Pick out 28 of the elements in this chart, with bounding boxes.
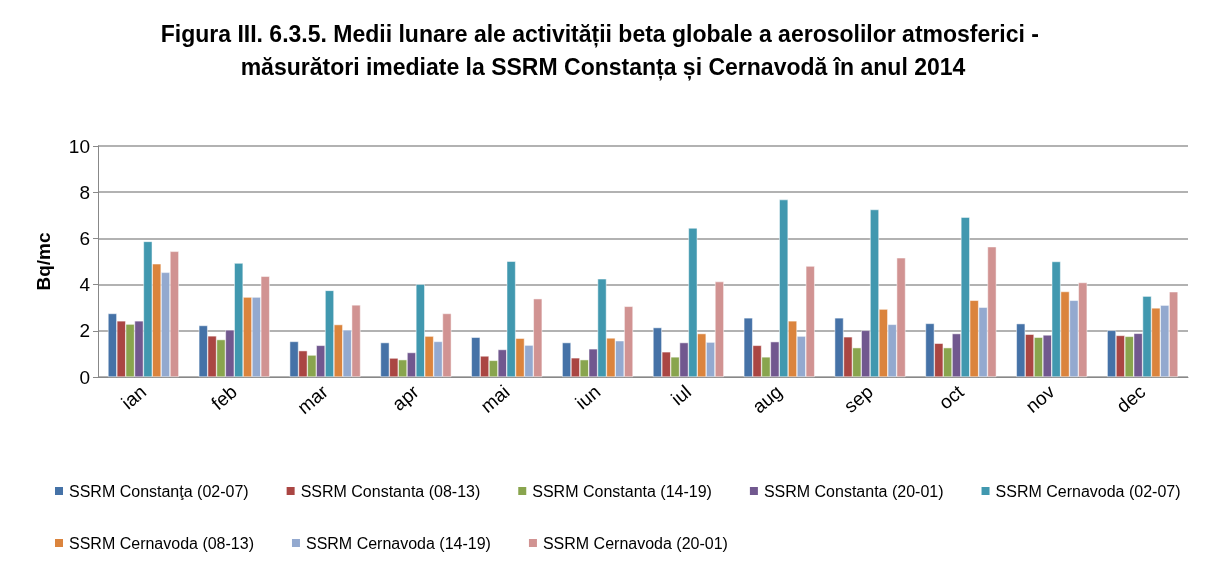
x-tick-label: nov bbox=[1021, 380, 1059, 417]
x-tick-label: iul bbox=[667, 380, 696, 410]
x-tick-label: mar bbox=[293, 380, 333, 419]
y-axis-title: Bq/mc bbox=[33, 232, 54, 291]
y-tick-label: 10 bbox=[68, 135, 90, 157]
x-tick-label: sep bbox=[839, 380, 877, 417]
y-tick-label: 8 bbox=[79, 181, 90, 203]
legend-label: SSRM Cernavoda (02-07) bbox=[995, 482, 1181, 500]
legend-label: SSRM Cernavoda (08-13) bbox=[69, 534, 254, 552]
x-tick-label: ian bbox=[117, 380, 151, 414]
x-tick-label: oct bbox=[934, 380, 969, 414]
legend-label: SSRM Cernavoda (20-01) bbox=[542, 534, 728, 552]
y-tick-label: 6 bbox=[79, 227, 90, 249]
y-tick-label: 2 bbox=[79, 320, 90, 342]
y-tick-label: 0 bbox=[79, 366, 90, 388]
legend-label: SSRM Cernavoda (14-19) bbox=[305, 534, 491, 552]
x-tick-label: apr bbox=[388, 380, 424, 415]
x-tick-label: aug bbox=[748, 380, 786, 418]
legend-label: SSRM Constanta (20-01) bbox=[763, 482, 944, 500]
legend-label: SSRM Constanta (14-19) bbox=[532, 482, 712, 500]
x-tick-label: dec bbox=[1112, 380, 1150, 417]
legend-label: SSRM Constanţa (02-07) bbox=[69, 482, 249, 500]
legend-label: SSRM Constanta (08-13) bbox=[300, 482, 481, 500]
x-tick-label: feb bbox=[207, 380, 241, 415]
x-tick-label: mai bbox=[476, 380, 514, 417]
chart-title: Figura III. 6.3.5. Medii lunare ale activității beta globale a aerosolilor atmosferici - măsurători imediate la SSRM Constanța și Cernavodă în anul 2014 bbox=[160, 20, 1046, 81]
x-tick-label: iun bbox=[571, 380, 605, 414]
y-tick-label: 4 bbox=[79, 274, 91, 296]
